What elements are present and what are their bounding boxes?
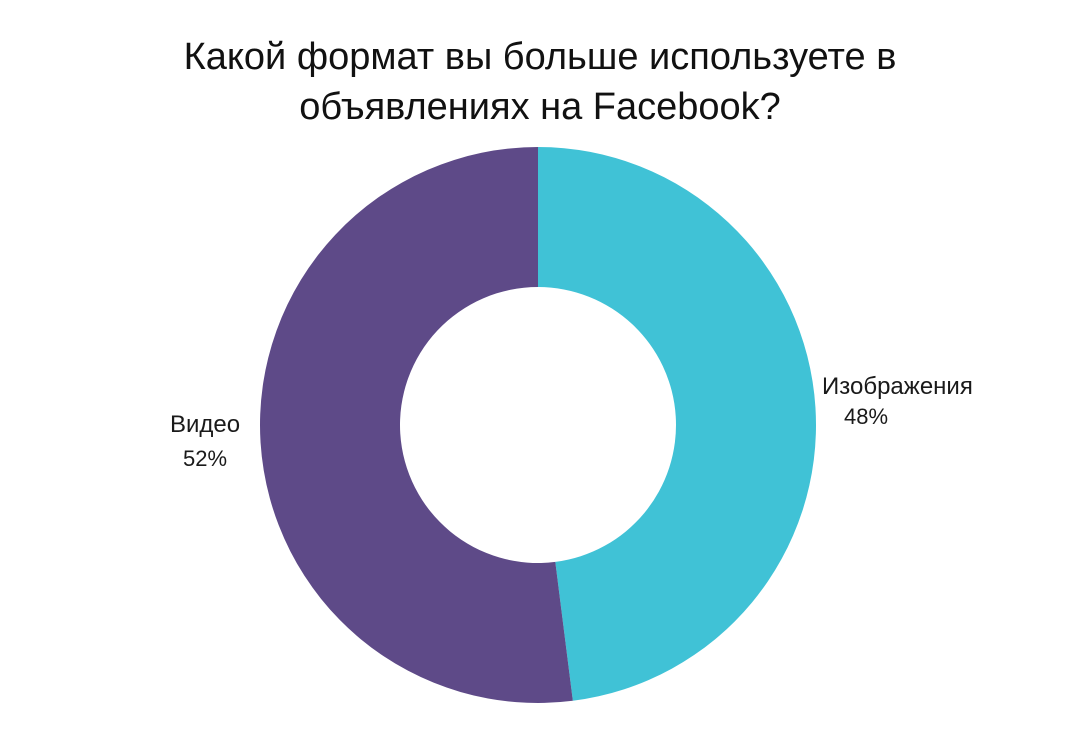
chart-title: Какой формат вы больше используете в объ… <box>0 32 1080 132</box>
slice-video <box>260 147 573 703</box>
label-images: Изображения 48% <box>822 372 1012 432</box>
label-video-name: Видео <box>169 411 241 438</box>
chart-title-line-2: объявлениях на Facebook? <box>299 86 781 128</box>
chart-title-line-1: Какой формат вы больше используете в <box>183 36 897 78</box>
label-images-name: Изображения <box>822 373 973 400</box>
label-video-value: 52% <box>182 446 228 471</box>
label-images-value: 48% <box>844 404 889 429</box>
slice-images <box>538 147 816 701</box>
label-video: Видео 52% <box>150 410 260 474</box>
